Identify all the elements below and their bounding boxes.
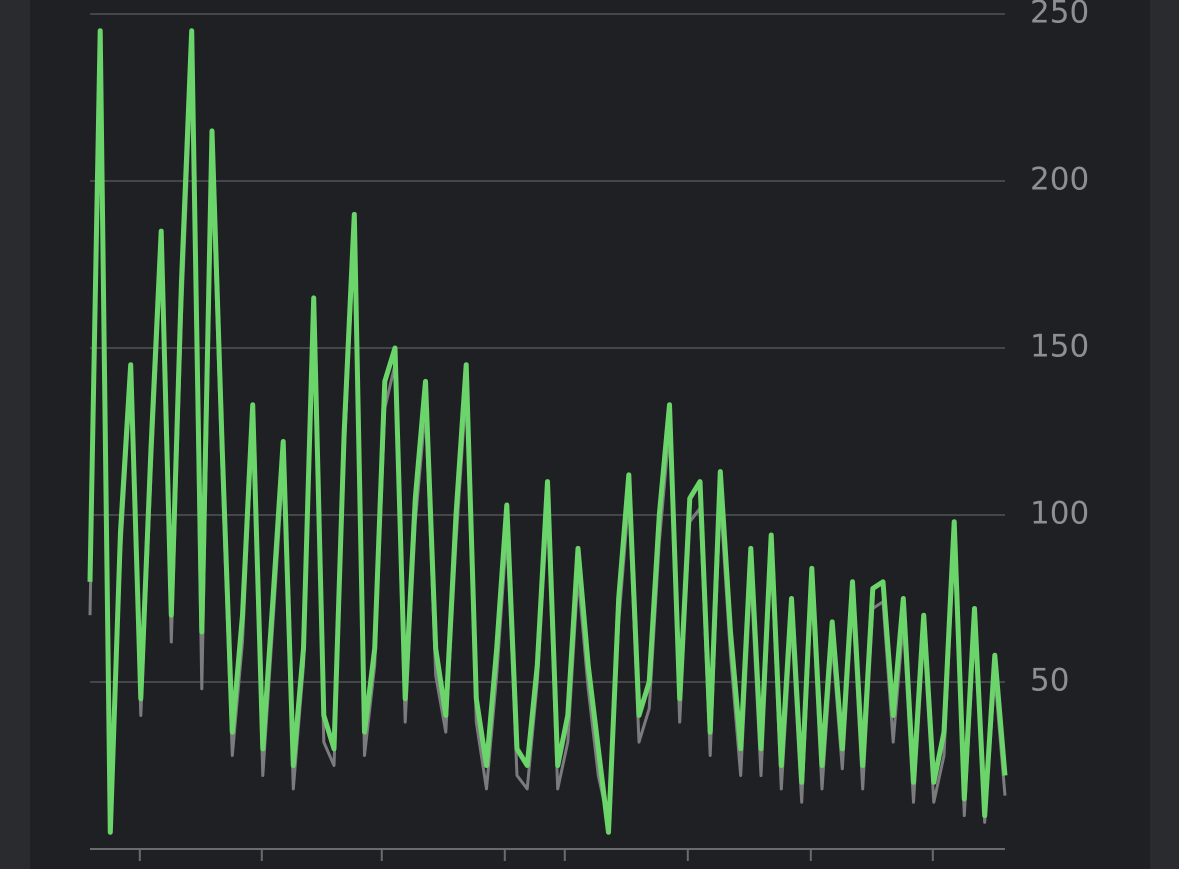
y-tick-label: 150 — [1030, 329, 1089, 365]
y-tick-label: 200 — [1030, 162, 1089, 198]
y-tick-label: 50 — [1030, 663, 1069, 699]
y-tick-label: 100 — [1030, 496, 1089, 532]
y-tick-label: 250 — [1030, 0, 1089, 31]
series-line — [87, 28, 1008, 835]
